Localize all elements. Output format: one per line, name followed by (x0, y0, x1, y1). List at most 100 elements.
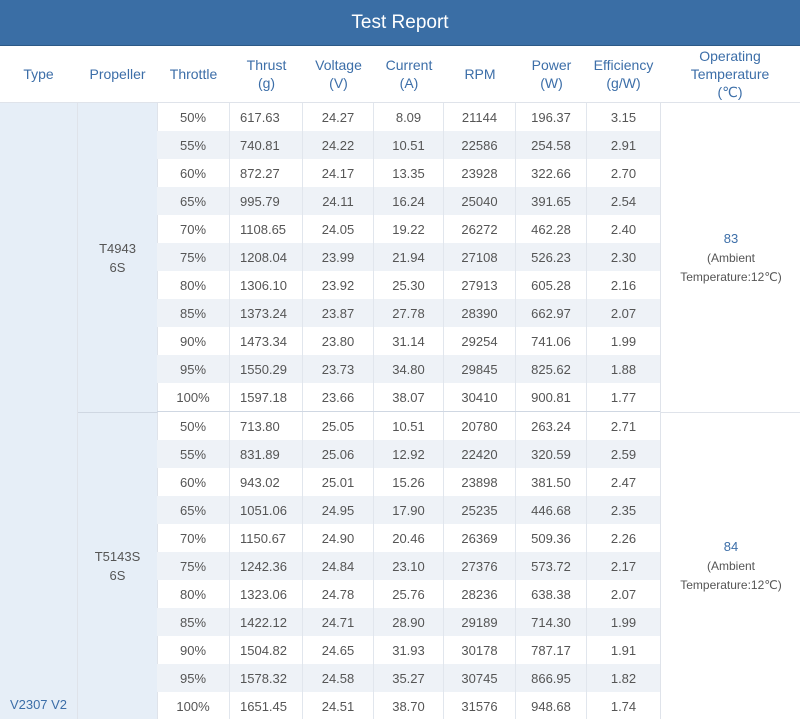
header-thrust: Thrust (g) (230, 46, 303, 102)
throttle-cell: 55% (157, 440, 230, 468)
thrust-cell: 1597.18 (230, 383, 303, 411)
efficiency-cell: 2.70 (610, 165, 637, 181)
temperature-value: 84 (723, 539, 739, 554)
header-throttle-label: Throttle (169, 66, 218, 82)
efficiency-cell: 2.17 (610, 558, 637, 574)
rpm-cell: 22586 (444, 131, 516, 159)
throttle-cell: 60% (157, 159, 230, 187)
table-row: 75% 1242.36 24.84 23.10 27376 573.72 2.17 (157, 552, 660, 580)
thrust-cell: 1422.12 (230, 608, 303, 636)
propeller-cells: 6S (109, 259, 126, 275)
voltage-cell: 24.84 (303, 552, 374, 580)
table-header: Type Propeller Throttle Thrust (g) Volta… (0, 46, 800, 103)
header-temp-line2: Temperature (690, 66, 770, 82)
table-row: 80% 1306.10 23.92 25.30 27913 605.28 2.16 (157, 271, 660, 299)
throttle-cell: 80% (157, 271, 230, 299)
table-row: 50% 713.80 25.05 10.51 20780 263.24 2.71 (157, 412, 660, 440)
voltage-cell: 24.78 (303, 580, 374, 608)
efficiency-cell: 2.59 (610, 446, 637, 462)
efficiency-cell: 1.88 (610, 361, 637, 377)
header-current: Current (A) (374, 46, 444, 102)
table-row: 90% 1473.34 23.80 31.14 29254 741.06 1.99 (157, 327, 660, 355)
thrust-cell: 1323.06 (230, 580, 303, 608)
current-cell: 13.35 (374, 159, 444, 187)
current-cell: 8.09 (374, 103, 444, 131)
ambient-label: (Ambient (706, 250, 756, 265)
efficiency-cell: 3.15 (610, 109, 637, 125)
thrust-cell: 1208.04 (230, 243, 303, 271)
rpm-cell: 25235 (444, 496, 516, 524)
rpm-cell: 30178 (444, 636, 516, 664)
header-type-label: Type (23, 66, 54, 82)
header-type: Type (0, 46, 77, 102)
efficiency-cell: 1.99 (610, 333, 637, 349)
throttle-cell: 75% (157, 552, 230, 580)
table-row: 50% 617.63 24.27 8.09 21144 196.37 3.15 (157, 103, 660, 131)
thrust-cell: 1108.65 (230, 215, 303, 243)
voltage-cell: 24.51 (303, 692, 374, 719)
efficiency-cell: 2.71 (610, 418, 637, 434)
rpm-cell: 20780 (444, 412, 516, 440)
header-throttle: Throttle (157, 46, 230, 102)
thrust-cell: 1550.29 (230, 355, 303, 383)
efficiency-cell: 1.91 (610, 642, 637, 658)
power-cell: 573.72 (516, 552, 587, 580)
thrust-cell: 872.27 (230, 159, 303, 187)
current-cell: 31.93 (374, 636, 444, 664)
thrust-cell: 1306.10 (230, 271, 303, 299)
table-row: 70% 1150.67 24.90 20.46 26369 509.36 2.26 (157, 524, 660, 552)
thrust-cell: 1051.06 (230, 496, 303, 524)
table-row: 60% 872.27 24.17 13.35 23928 322.66 2.70 (157, 159, 660, 187)
current-cell: 15.26 (374, 468, 444, 496)
rpm-cell: 30410 (444, 383, 516, 411)
throttle-cell: 90% (157, 636, 230, 664)
power-cell: 446.68 (516, 496, 587, 524)
power-cell: 322.66 (516, 159, 587, 187)
temperature-cell: 83 (Ambient Temperature:12℃) (660, 103, 800, 413)
temperature-cell: 84 (Ambient Temperature:12℃) (660, 413, 800, 719)
table-row: 85% 1373.24 23.87 27.78 28390 662.97 2.07 (157, 299, 660, 327)
thrust-cell: 1578.32 (230, 664, 303, 692)
table-row: 65% 995.79 24.11 16.24 25040 391.65 2.54 (157, 187, 660, 215)
voltage-cell: 24.05 (303, 215, 374, 243)
efficiency-cell: 2.40 (610, 221, 637, 237)
voltage-cell: 24.11 (303, 187, 374, 215)
efficiency-cell: 1.74 (610, 698, 637, 714)
rpm-cell: 27913 (444, 271, 516, 299)
voltage-cell: 23.92 (303, 271, 374, 299)
table-row: 55% 740.81 24.22 10.51 22586 254.58 2.91 (157, 131, 660, 159)
table-row: 55% 831.89 25.06 12.92 22420 320.59 2.59 (157, 440, 660, 468)
voltage-cell: 24.22 (303, 131, 374, 159)
rpm-cell: 23898 (444, 468, 516, 496)
voltage-cell: 24.95 (303, 496, 374, 524)
throttle-cell: 85% (157, 299, 230, 327)
power-cell: 526.23 (516, 243, 587, 271)
efficiency-cell: 2.26 (610, 530, 637, 546)
rpm-cell: 27376 (444, 552, 516, 580)
power-cell: 263.24 (516, 412, 587, 440)
table-row: 100% 1651.45 24.51 38.70 31576 948.68 1.74 (157, 692, 660, 719)
voltage-cell: 24.71 (303, 608, 374, 636)
power-cell: 714.30 (516, 608, 587, 636)
temperature-value: 83 (723, 230, 739, 246)
power-cell: 741.06 (516, 327, 587, 355)
efficiency-cell: 2.35 (610, 502, 637, 518)
throttle-cell: 50% (157, 412, 230, 440)
current-cell: 27.78 (374, 299, 444, 327)
rpm-cell: 25040 (444, 187, 516, 215)
power-cell: 825.62 (516, 355, 587, 383)
thrust-cell: 1150.67 (230, 524, 303, 552)
current-cell: 10.51 (374, 412, 444, 440)
thrust-cell: 1373.24 (230, 299, 303, 327)
voltage-cell: 23.73 (303, 355, 374, 383)
header-temp-unit: (℃) (717, 84, 743, 100)
efficiency-cell: 2.54 (610, 193, 637, 209)
propeller-model: T5143S (94, 549, 141, 564)
current-cell: 28.90 (374, 608, 444, 636)
power-cell: 866.95 (516, 664, 587, 692)
header-voltage-unit: (V) (329, 75, 348, 91)
current-cell: 21.94 (374, 243, 444, 271)
thrust-cell: 713.80 (230, 412, 303, 440)
throttle-cell: 70% (157, 215, 230, 243)
efficiency-cell: 1.82 (610, 670, 637, 686)
